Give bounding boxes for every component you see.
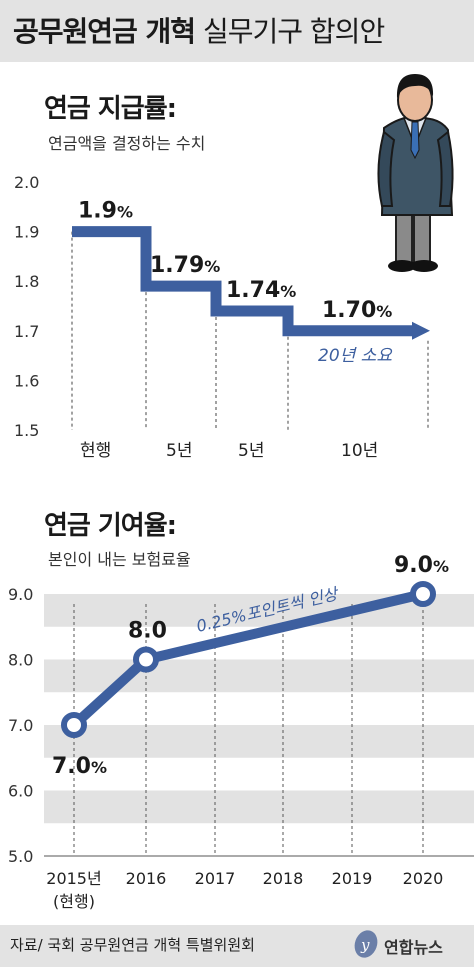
- businessman-illustration: [377, 74, 454, 272]
- chart1-y-tick: 2.0: [14, 173, 39, 192]
- value-unit: %: [204, 257, 220, 276]
- chart2-value-label: 8.0: [128, 619, 167, 644]
- value-number: 1.79: [150, 253, 204, 278]
- chart1-y-tick: 1.6: [14, 371, 39, 390]
- chart1-arrowhead: [412, 321, 430, 340]
- page-title: 공무원연금 개혁 실무기구 합의안: [13, 10, 385, 50]
- chart2-svg: 9.08.07.06.05.07.0%8.09.0%0.25%포인트씩 인상20…: [8, 553, 474, 911]
- chart2-data-point: [410, 581, 436, 607]
- yonhap-logo-icon: y: [354, 930, 378, 958]
- value-number: 1.74: [226, 278, 280, 303]
- logo-text: 연합뉴스: [384, 938, 443, 957]
- chart1-period-label: 현행: [80, 441, 111, 461]
- chart1-y-tick: 1.8: [14, 272, 39, 291]
- chart2-x-subtick: (현행): [53, 892, 95, 911]
- chart2-y-tick: 6.0: [8, 782, 33, 801]
- chart1-period-label: 5년: [238, 441, 264, 461]
- chart1-value-label: 1.74%: [226, 278, 296, 303]
- chart1-period-label: 5년: [166, 441, 192, 461]
- source-note: 자료/ 국회 공무원연금 개혁 특별위원회: [10, 936, 255, 954]
- title-bar: [0, 0, 474, 62]
- chart2-y-tick: 9.0: [8, 585, 33, 604]
- value-unit: %: [433, 557, 449, 576]
- chart1-title: 연금 지급률:: [44, 94, 177, 124]
- svg-text:y: y: [360, 936, 370, 954]
- value-number: 7.0: [52, 754, 91, 779]
- person-leg: [395, 207, 413, 267]
- chart2-y-tick: 8.0: [8, 651, 33, 670]
- chart1-y-tick: 1.9: [14, 223, 39, 242]
- chart1-value-label: 1.79%: [150, 253, 220, 278]
- title-sub: 실무기구 합의안: [202, 15, 385, 48]
- chart2-value-label: 7.0%: [52, 754, 107, 779]
- chart1-value-label: 1.70%: [322, 298, 392, 323]
- chart2-subtitle: 본인이 내는 보험료율: [48, 550, 191, 569]
- chart2-x-tick: 2020: [403, 869, 444, 888]
- chart2-x-tick: 2016: [126, 869, 167, 888]
- value-number: 9.0: [394, 553, 433, 578]
- chart1-subtitle: 연금액을 결정하는 수치: [48, 134, 206, 153]
- chart2-y-tick: 7.0: [8, 716, 33, 735]
- chart1-annotation: 20년 소요: [318, 346, 393, 366]
- chart2-grid-band: [44, 790, 474, 824]
- chart2-title: 연금 기여율:: [44, 511, 177, 541]
- chart2-data-point: [61, 712, 87, 738]
- person-arm: [436, 130, 454, 207]
- chart1-y-tick: 1.7: [14, 322, 39, 341]
- value-unit: %: [376, 302, 392, 321]
- person-hair: [396, 74, 434, 98]
- chart1-step-line: [72, 226, 414, 337]
- yonhap-logo: y 연합뉴스: [350, 926, 470, 962]
- chart2-data-point: [133, 646, 159, 673]
- value-unit: %: [280, 282, 296, 301]
- person-shoe: [410, 260, 438, 272]
- chart1-y-tick: 1.5: [14, 421, 39, 440]
- value-unit: %: [117, 203, 133, 222]
- chart2-x-tick: 2015년: [46, 869, 101, 888]
- person-shoe: [388, 260, 416, 272]
- footer-bar: [0, 925, 474, 967]
- value-number: 1.70: [322, 298, 376, 323]
- chart2-grid-band: [44, 725, 474, 758]
- value-number: 1.9: [78, 199, 117, 224]
- title-main: 공무원연금 개혁: [13, 15, 196, 48]
- chart2-x-tick: 2018: [263, 869, 304, 888]
- person-arm: [377, 130, 396, 207]
- value-unit: %: [91, 758, 107, 777]
- person-tie: [410, 121, 420, 160]
- person-leg: [413, 207, 431, 267]
- chart1-period-label: 10년: [341, 441, 378, 461]
- value-number: 8.0: [128, 619, 167, 644]
- chart2-value-label: 9.0%: [394, 553, 449, 578]
- chart2-x-tick: 2019: [332, 869, 373, 888]
- chart1-value-label: 1.9%: [78, 199, 133, 224]
- person-figure: [377, 74, 454, 272]
- chart2-y-tick: 5.0: [8, 847, 33, 866]
- chart2-x-tick: 2017: [195, 869, 236, 888]
- chart1-svg: 2.01.91.81.71.61.51.9%1.79%1.74%1.70%20년…: [14, 173, 430, 461]
